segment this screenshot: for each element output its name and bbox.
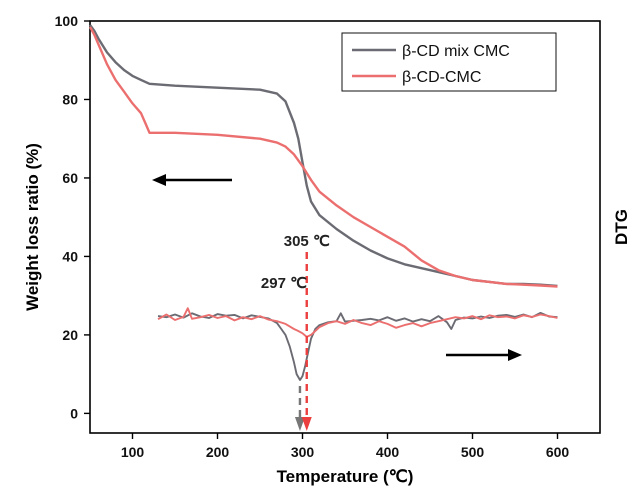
y-tick-label: 40 xyxy=(62,248,78,264)
peak-305-label: 305 ℃ xyxy=(284,233,330,250)
y-tick-label: 60 xyxy=(62,170,78,186)
plot-frame xyxy=(89,20,601,434)
peak-297-arrowhead xyxy=(294,417,305,431)
y-tick-label: 80 xyxy=(62,91,78,107)
peak-297-label: 297 ℃ xyxy=(261,275,307,292)
series-layer xyxy=(88,24,558,381)
x-tick-label: 500 xyxy=(461,444,485,460)
dtg-line-cmc xyxy=(157,307,558,338)
legend: β-CD mix CMC β-CD-CMC xyxy=(341,32,557,92)
x-tick-label: 600 xyxy=(546,444,570,460)
peak-305-arrowhead xyxy=(301,417,312,431)
legend-label-cmc: β-CD-CMC xyxy=(402,69,481,86)
y-tick-label: 0 xyxy=(70,405,78,421)
x-axis-ticks: 100 200 300 400 500 600 xyxy=(121,433,570,460)
right-axis-label: DTG xyxy=(612,209,631,245)
right-arrow-icon xyxy=(446,349,522,361)
dtg-line-mix xyxy=(157,311,558,381)
y-tick-label: 20 xyxy=(62,327,78,343)
peak-annotations: 297 ℃ 305 ℃ xyxy=(261,233,330,431)
x-tick-label: 100 xyxy=(121,444,145,460)
x-tick-label: 300 xyxy=(291,444,315,460)
x-tick-label: 400 xyxy=(376,444,400,460)
legend-label-mix: β-CD mix CMC xyxy=(402,43,510,60)
y-tick-label: 100 xyxy=(55,13,79,29)
tga-line-cmc xyxy=(88,26,558,288)
y-axis-ticks: 0 20 40 60 80 100 xyxy=(55,13,90,421)
y-axis-label: Weight loss ratio (%) xyxy=(23,143,42,311)
left-arrow-icon xyxy=(152,174,232,186)
x-axis-label: Temperature (℃) xyxy=(277,467,414,486)
x-tick-label: 200 xyxy=(206,444,230,460)
